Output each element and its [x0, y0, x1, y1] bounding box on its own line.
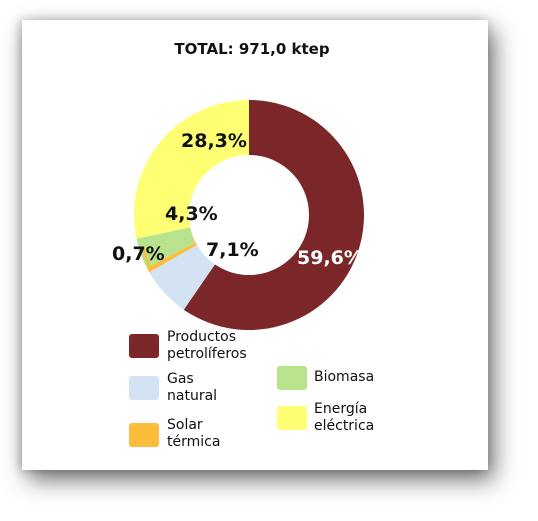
slice-productos-petroliferos	[183, 100, 365, 330]
legend-swatch-biomasa	[277, 366, 307, 390]
legend-label-energia-electrica: Energía eléctrica	[314, 401, 375, 434]
legend-label-gas-natural: Gas natural	[167, 371, 218, 404]
data-label-gas-natural: 7,1%	[206, 239, 259, 261]
slices-group	[134, 100, 365, 330]
slice-solar-termica	[146, 242, 197, 273]
chart-card: TOTAL: 971,0 ktep 59,6% 7,1% 0,7% 4,3% 28,3%…	[22, 20, 488, 470]
data-label-biomasa: 4,3%	[165, 203, 218, 225]
legend-label-solar-termica: Solar térmica	[167, 417, 221, 450]
data-label-productos-petroliferos: 59,6%	[297, 247, 363, 269]
legend-swatch-petroliferos	[129, 334, 159, 358]
slice-biomasa	[136, 227, 196, 268]
leader-line-solar-termica	[141, 246, 152, 270]
legend-swatch-energia-electrica	[277, 406, 307, 430]
leader-dot-solar-termica	[138, 246, 144, 252]
data-label-energia-electrica: 28,3%	[181, 130, 247, 152]
data-label-solar-termica: 0,7%	[112, 243, 165, 265]
donut-chart: TOTAL: 971,0 ktep 59,6% 7,1% 0,7%4,3% 28,3%	[112, 40, 365, 330]
legend-swatch-gas-natural	[129, 376, 159, 400]
legend-swatch-solar-termica	[129, 423, 159, 447]
legend-label-biomasa: Biomasa	[314, 369, 375, 385]
slice-energia-electrica	[134, 100, 249, 239]
chart-title: TOTAL: 971,0 ktep	[174, 40, 329, 58]
slice-gas-natural	[149, 244, 215, 310]
legend-label-petroliferos: Productos petrolíferos	[167, 329, 247, 362]
labels-group: 59,6% 7,1% 0,7%4,3% 28,3%	[112, 130, 363, 270]
